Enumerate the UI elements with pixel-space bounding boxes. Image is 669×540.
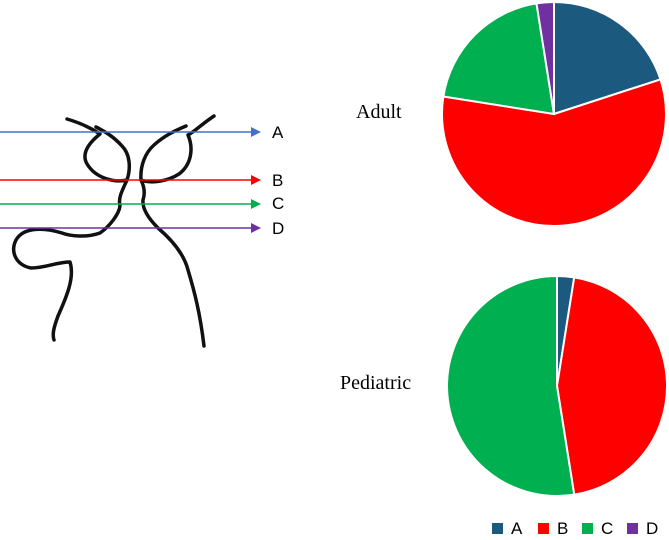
pie-title-adult: Adult	[356, 101, 402, 123]
pie-chart-adult	[441, 0, 668, 227]
sketch-left-wall	[11, 178, 129, 342]
sketch-left-lobe	[65, 117, 132, 183]
legend-swatch-c	[582, 523, 593, 534]
legend-label-d: D	[646, 519, 658, 538]
pie-slice-adult-a	[553, 0, 662, 116]
legend-label-a: A	[511, 519, 523, 538]
pie-slice-adult-c	[442, 2, 556, 116]
sketch-right-lobe	[139, 114, 216, 184]
legend-label-b: B	[557, 519, 568, 538]
pie-slice-adult-b	[441, 78, 668, 227]
legend-swatch-b	[538, 523, 549, 534]
anatomy-sketch	[11, 114, 216, 348]
level-label-b: B	[272, 171, 283, 190]
pie-title-pediatric: Pediatric	[340, 372, 411, 394]
legend-label-c: C	[601, 519, 613, 538]
level-arrows	[0, 127, 261, 233]
level-label-d: D	[272, 219, 284, 238]
legend-swatch-a	[492, 523, 503, 534]
pie-chart-pediatric	[446, 274, 669, 497]
legend-swatch-d	[627, 523, 638, 534]
level-labels: A B C D	[272, 123, 284, 238]
level-label-a: A	[272, 123, 284, 142]
legend: A B C D	[492, 519, 658, 538]
sketch-right-wall	[139, 178, 206, 348]
level-label-c: C	[272, 194, 284, 213]
pie-slice-pediatric-c	[446, 274, 576, 497]
pie-slice-pediatric-b	[555, 276, 669, 496]
pie-slice-adult-d	[535, 0, 555, 115]
